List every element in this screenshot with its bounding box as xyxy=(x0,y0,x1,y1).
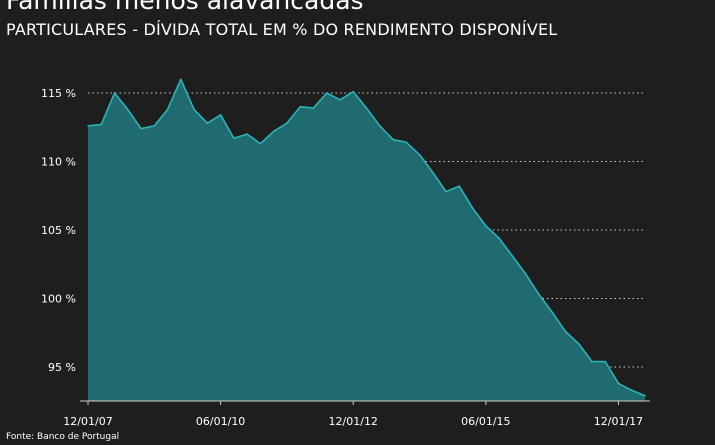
data-point xyxy=(233,137,235,140)
x-tick-label: 12/01/17 xyxy=(594,415,643,428)
x-tick-label: 12/01/12 xyxy=(329,415,378,428)
data-point xyxy=(206,122,209,124)
y-tick-label: 110 % xyxy=(41,156,76,169)
data-point xyxy=(339,99,341,101)
data-point xyxy=(577,342,580,345)
data-point xyxy=(219,114,222,116)
data-point xyxy=(485,225,487,227)
data-point xyxy=(511,255,514,257)
data-point xyxy=(604,360,607,363)
data-point xyxy=(617,382,620,385)
data-point xyxy=(352,90,355,93)
data-point xyxy=(564,330,567,333)
data-point xyxy=(445,190,447,193)
data-point xyxy=(630,389,633,392)
data-point xyxy=(524,273,527,275)
data-point xyxy=(392,138,394,141)
data-point xyxy=(87,125,89,127)
data-point xyxy=(259,142,262,145)
data-point xyxy=(100,123,103,126)
x-tick-label: 06/01/10 xyxy=(196,415,245,428)
data-point xyxy=(378,125,381,127)
data-point xyxy=(418,153,421,156)
data-point xyxy=(432,171,434,174)
data-point xyxy=(591,360,593,363)
y-tick-label: 115 % xyxy=(41,87,76,100)
data-point xyxy=(458,185,461,187)
x-tick-label: 12/01/07 xyxy=(63,415,112,428)
data-point xyxy=(405,141,408,144)
y-tick-label: 105 % xyxy=(41,224,76,237)
data-point xyxy=(272,130,275,133)
data-point xyxy=(644,394,646,397)
data-point xyxy=(126,108,129,111)
data-point xyxy=(538,293,540,296)
x-axis-ticks: 12/01/07 06/01/10 12/01/12 06/01/15 12/01/17 xyxy=(63,401,643,428)
data-point xyxy=(180,78,182,81)
data-point xyxy=(113,92,116,94)
data-point xyxy=(153,125,156,127)
data-point xyxy=(325,92,328,94)
y-tick-label: 100 % xyxy=(41,293,76,306)
data-point xyxy=(365,107,368,109)
data-point xyxy=(498,237,500,240)
area-fill xyxy=(88,79,645,402)
y-tick-label: 95 % xyxy=(48,361,76,374)
data-point xyxy=(312,107,315,109)
y-axis-ticks: 95 % 100 % 105 % 110 % 115 % xyxy=(41,87,76,374)
data-point xyxy=(551,311,553,314)
data-point xyxy=(286,122,288,124)
x-tick-label: 06/01/15 xyxy=(461,415,510,428)
data-point xyxy=(471,207,474,209)
chart-subtitle: PARTICULARES - DÍVIDA TOTAL EM % DO REND… xyxy=(6,20,558,39)
area-series xyxy=(80,78,650,402)
data-point xyxy=(166,108,169,111)
chart-title: Famílias menos alavancadas xyxy=(6,0,364,15)
data-point xyxy=(193,108,195,111)
data-point xyxy=(246,133,248,135)
data-point xyxy=(299,105,301,108)
data-point xyxy=(140,127,142,130)
source-note: Fonte: Banco de Portugal xyxy=(6,432,120,442)
